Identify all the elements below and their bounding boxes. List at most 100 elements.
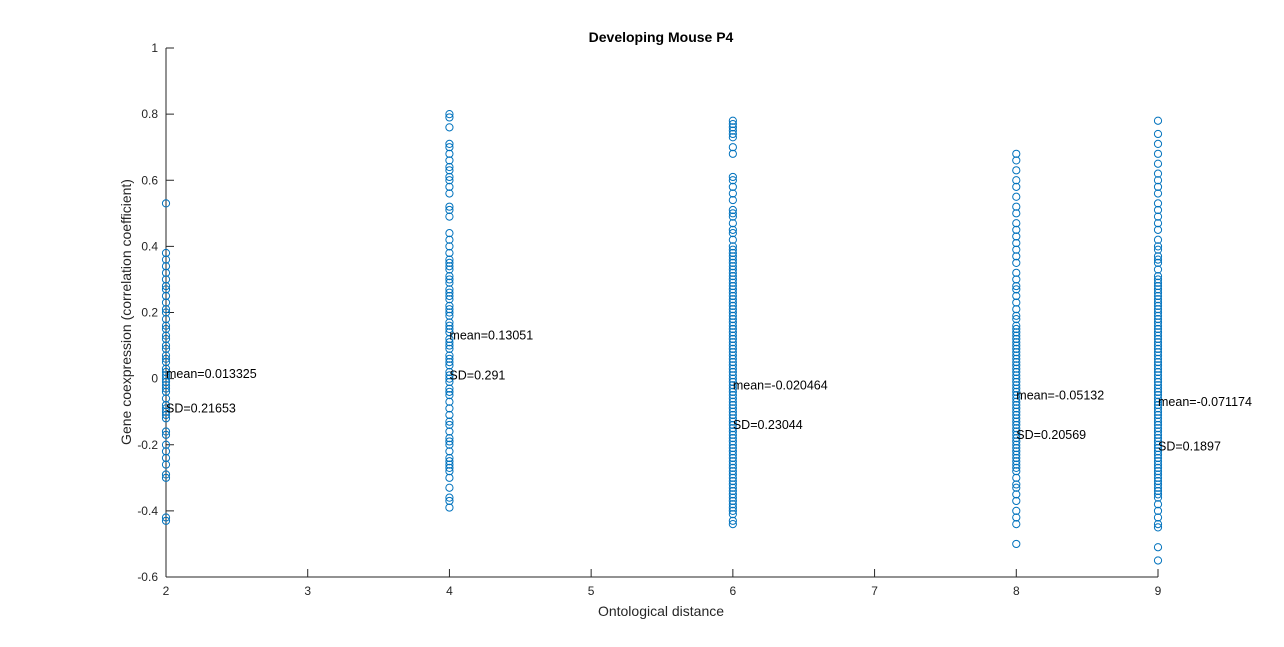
- data-point: [728, 278, 737, 287]
- data-point: [445, 123, 454, 132]
- data-point: [1012, 252, 1021, 261]
- data-point: [1012, 430, 1021, 439]
- data-point: [728, 265, 737, 274]
- data-point: [728, 417, 737, 426]
- data-point: [1153, 404, 1163, 413]
- data-point: [445, 301, 454, 310]
- x-tick-label: 3: [304, 584, 311, 598]
- data-point: [1012, 268, 1021, 277]
- data-point: [1153, 288, 1163, 297]
- data-point: [445, 467, 454, 476]
- data-point: [1153, 278, 1163, 287]
- data-point: [1012, 149, 1021, 158]
- data-point: [161, 394, 171, 403]
- data-point: [1153, 364, 1163, 373]
- data-point: [445, 278, 454, 287]
- data-point: [1153, 490, 1163, 499]
- annotation-label: mean=-0.05132: [1016, 389, 1104, 403]
- data-point: [445, 291, 454, 301]
- data-point: [1153, 324, 1163, 334]
- data-point: [1012, 391, 1021, 400]
- data-point: [728, 133, 737, 142]
- data-point: [1012, 328, 1021, 337]
- data-point: [1012, 166, 1021, 175]
- data-point: [728, 268, 737, 277]
- data-point: [445, 205, 454, 215]
- data-point: [728, 311, 737, 320]
- data-point: [1153, 447, 1163, 456]
- data-point: [728, 400, 737, 410]
- data-point: [1153, 189, 1163, 198]
- data-point: [728, 437, 737, 446]
- data-point: [445, 255, 454, 264]
- data-point: [728, 354, 737, 363]
- data-point: [445, 262, 454, 271]
- data-point: [1012, 394, 1021, 403]
- data-point: [445, 397, 454, 406]
- data-point: [1153, 486, 1163, 496]
- data-point: [161, 321, 171, 330]
- annotation-label: mean=-0.020464: [733, 378, 828, 392]
- data-point: [1153, 450, 1163, 459]
- data-point: [445, 493, 454, 502]
- data-point: [445, 182, 454, 191]
- data-point: [1012, 225, 1021, 234]
- data-point: [728, 235, 737, 244]
- data-point: [728, 189, 737, 198]
- data-point: [728, 348, 737, 357]
- data-point: [1153, 473, 1163, 482]
- data-point: [728, 255, 737, 264]
- data-point: [161, 513, 171, 522]
- data-point: [1153, 457, 1163, 466]
- data-point: [728, 473, 737, 482]
- data-point: [728, 490, 737, 499]
- data-point: [728, 119, 737, 129]
- data-point: [1012, 397, 1021, 406]
- data-point: [728, 483, 737, 492]
- data-point: [445, 391, 454, 400]
- data-point: [445, 437, 454, 446]
- data-point: [1012, 424, 1021, 433]
- x-tick-label: 2: [163, 584, 170, 598]
- data-point: [1012, 381, 1021, 390]
- data-point: [1153, 357, 1163, 367]
- data-point: [1012, 156, 1021, 165]
- data-point: [1012, 457, 1021, 466]
- data-point: [1012, 315, 1021, 324]
- data-point: [1153, 434, 1163, 443]
- data-point: [1153, 252, 1163, 261]
- data-point: [1012, 311, 1021, 320]
- data-point: [161, 344, 171, 353]
- data-point: [1153, 424, 1163, 433]
- data-point: [1153, 414, 1163, 423]
- data-point: [728, 123, 737, 132]
- data-point: [1012, 490, 1021, 499]
- data-point: [445, 374, 454, 383]
- data-point: [728, 447, 737, 456]
- data-point: [1012, 338, 1021, 347]
- data-point: [728, 516, 737, 525]
- data-point: [445, 338, 454, 347]
- data-point: [445, 344, 454, 353]
- data-point: [728, 460, 737, 469]
- data-point: [445, 434, 454, 443]
- data-point: [728, 334, 737, 344]
- data-point: [728, 457, 737, 466]
- data-point: [445, 212, 454, 221]
- data-point: [1153, 341, 1163, 350]
- data-point: [445, 176, 454, 185]
- data-point: [728, 209, 737, 218]
- data-point: [728, 496, 737, 506]
- data-point: [1012, 192, 1021, 201]
- data-point: [1012, 384, 1021, 393]
- data-point: [1012, 410, 1021, 420]
- data-point: [1153, 384, 1163, 393]
- data-point: [445, 285, 454, 294]
- data-point: [1012, 483, 1021, 492]
- data-point: [1153, 513, 1163, 522]
- data-point: [1012, 341, 1021, 350]
- annotation-label: SD=0.20569: [1016, 428, 1086, 442]
- data-point: [445, 427, 454, 436]
- data-point: [161, 460, 171, 469]
- data-point: [1012, 417, 1021, 426]
